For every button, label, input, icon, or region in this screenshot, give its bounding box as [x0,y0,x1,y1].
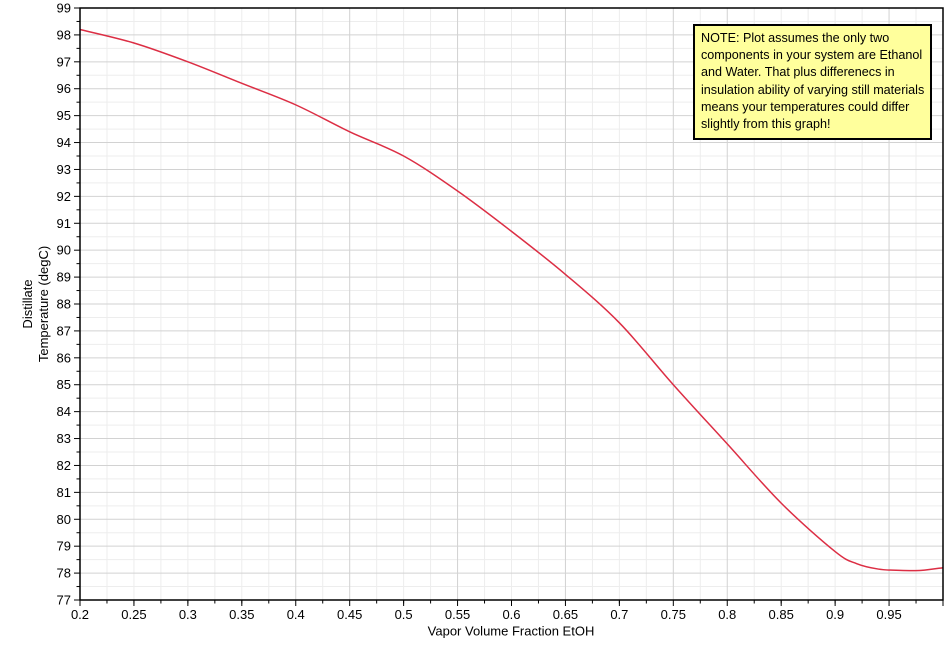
y-tick-label: 79 [57,539,71,554]
y-tick-label: 85 [57,377,71,392]
y-tick-label: 80 [57,512,71,527]
tick-labels: 0.2 0.25 0.3 0.35 0.4 0.45 0.5 0.55 0.6 0.65 0.7 0.… [57,1,902,623]
y-tick-label: 87 [57,323,71,338]
y-tick-label: 90 [57,243,71,258]
x-tick-label: 0.6 [502,607,520,622]
plot-border [79,7,944,601]
x-tick-label: 0.65 [553,607,578,622]
note-line: NOTE: Plot assumes the only two [701,31,890,45]
x-tick-label: 0.8 [718,607,736,622]
y-tick-label: 78 [57,566,71,581]
distillate-temperature-curve [79,28,944,572]
x-tick-label: 0.55 [445,607,470,622]
note-line: insulation ability of varying still mate… [701,82,925,97]
y-tick-label: 93 [57,162,71,177]
y-tick-label: 84 [57,404,71,419]
x-tick-label: 0.9 [826,607,844,622]
note-line: slightly from this graph! [701,117,831,132]
y-axis-title-line-2: Temperature (degC) [36,245,51,363]
y-tick-label: 94 [57,135,71,150]
major-gridlines [80,8,943,600]
x-tick-label: 0.85 [769,607,794,622]
y-tick-label: 77 [57,593,71,608]
note-line: means your temperatures could differ [701,99,910,114]
y-tick-label: 82 [57,458,71,473]
y-axis-title: Distillate Temperature (degC) [20,246,52,362]
x-tick-label: 0.35 [229,607,254,622]
y-tick-label: 81 [57,485,71,500]
y-tick-label: 88 [57,297,71,312]
x-tick-label: 0.45 [337,607,362,622]
y-tick-label: 95 [57,108,71,123]
y-tick-label: 89 [57,270,71,285]
y-tick-label: 96 [57,81,71,96]
y-tick-label: 98 [57,27,71,42]
x-tick-label: 0.25 [121,607,146,622]
y-tick-label: 97 [57,54,71,69]
x-tick-label: 0.95 [876,607,901,622]
x-tick-label: 0.3 [179,607,197,622]
note-line: and Water. That plus differenecs in [701,65,895,80]
y-axis-title-line-1: Distillate [20,279,35,329]
note-line: components in your system are Ethanol [701,48,923,63]
x-tick-label: 0.2 [71,607,89,622]
y-tick-label: 91 [57,216,71,231]
y-tick-label: 92 [57,189,71,204]
y-tick-label: 83 [57,431,71,446]
y-tick-label: 99 [57,1,71,16]
x-tick-label: 0.4 [287,607,305,622]
y-tick-label: 86 [57,350,71,365]
x-tick-label: 0.7 [610,607,628,622]
x-tick-label: 0.5 [395,607,413,622]
note-box: NOTE: Plot assumes the only two componen… [693,24,932,141]
x-axis-title: Vapor Volume Fraction EtOH [427,623,595,639]
x-tick-label: 0.75 [661,607,686,622]
